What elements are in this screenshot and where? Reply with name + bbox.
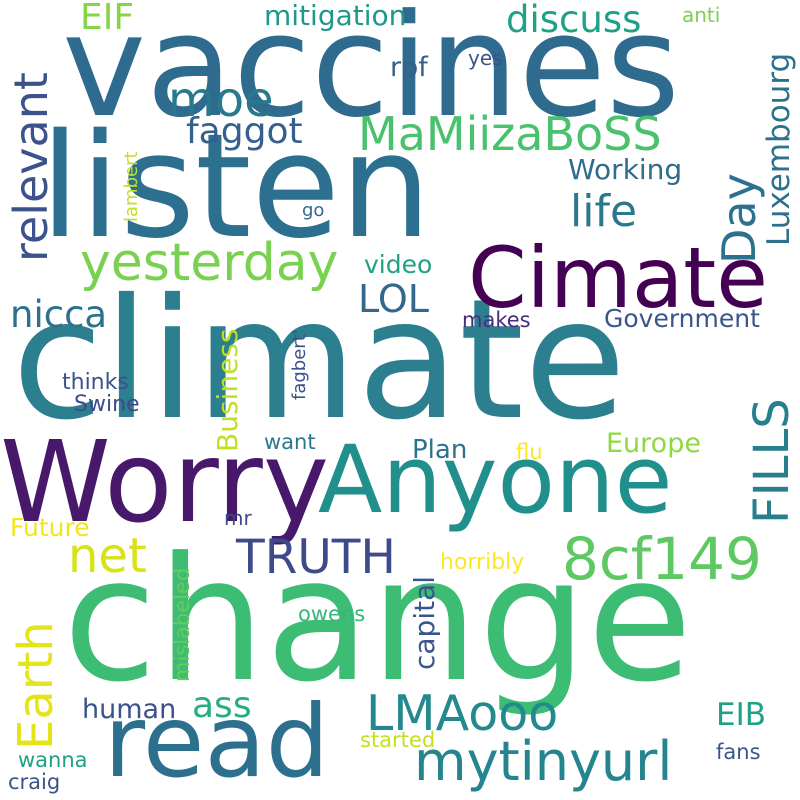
word-faggot: faggot bbox=[186, 111, 303, 152]
word-owens: owens bbox=[298, 602, 366, 626]
word-horribly: horribly bbox=[440, 550, 525, 575]
word-plan: Plan bbox=[412, 435, 468, 465]
word-vaccines: vaccines bbox=[62, 0, 680, 149]
word-anyone: Anyone bbox=[318, 426, 673, 535]
word-change: change bbox=[63, 521, 693, 720]
word-wanna: wanna bbox=[18, 748, 88, 772]
word-lol: LOL bbox=[358, 277, 429, 321]
word-mamiizaboss: MaMiizaBoSS bbox=[358, 107, 662, 161]
word-relevant: relevant bbox=[4, 72, 58, 262]
word-human: human bbox=[82, 694, 177, 725]
word-8cf149: 8cf149 bbox=[562, 525, 762, 593]
word-mytinyurl: mytinyurl bbox=[414, 730, 673, 793]
word-truth: TRUTH bbox=[236, 530, 396, 585]
word-eif: EIF bbox=[80, 0, 135, 38]
word-mitigation: mitigation bbox=[264, 0, 407, 32]
word-life: life bbox=[570, 186, 638, 237]
word-discuss: discuss bbox=[506, 0, 642, 41]
word-lambert: lambert bbox=[121, 151, 142, 222]
word-day: Day bbox=[712, 173, 766, 264]
word-moe: moe bbox=[168, 72, 274, 128]
word-ass: ass bbox=[192, 685, 252, 726]
word-government: Government bbox=[604, 304, 760, 333]
word-nicca: nicca bbox=[10, 293, 108, 336]
word-listen: listen bbox=[40, 102, 432, 270]
word-craig: craig bbox=[8, 770, 61, 794]
word-mislabeled: mislabeled bbox=[170, 567, 194, 682]
word-working: Working bbox=[568, 153, 683, 186]
word-go: go bbox=[302, 200, 325, 221]
word-business: Business bbox=[211, 328, 244, 452]
word-worry: Worry bbox=[0, 418, 330, 548]
word-net: net bbox=[68, 528, 147, 584]
word-future: Future bbox=[10, 513, 90, 542]
word-fagbert: fagbert' bbox=[289, 329, 310, 400]
word-climate: climate bbox=[12, 264, 627, 457]
word-flu: flu bbox=[516, 440, 543, 464]
word-anti: anti bbox=[682, 3, 721, 27]
word-mr: mr bbox=[224, 506, 252, 530]
word-thinks: thinks bbox=[62, 370, 129, 395]
word-yesterday: yesterday bbox=[80, 233, 339, 293]
word-eib: EIB bbox=[716, 697, 766, 733]
word-rpf: rpf bbox=[390, 52, 428, 83]
word-luxembourg: Luxembourg bbox=[761, 52, 797, 246]
word-read: read bbox=[104, 683, 330, 800]
word-video: video bbox=[364, 250, 433, 279]
word-fills: FILLS bbox=[744, 398, 800, 524]
word-swine: Swine bbox=[74, 392, 140, 417]
word-yes: yes bbox=[468, 46, 503, 70]
word-makes: makes bbox=[462, 308, 531, 332]
word-earth: Earth bbox=[8, 621, 64, 750]
word-cimate: Cimate bbox=[468, 229, 768, 327]
word-capital: capital bbox=[408, 575, 441, 670]
word-lmaooo: LMAooo bbox=[366, 685, 559, 742]
word-fans: fans bbox=[716, 740, 761, 764]
word-started: started bbox=[360, 728, 436, 752]
word-want: want bbox=[264, 430, 316, 454]
word-europe: Europe bbox=[606, 428, 701, 459]
